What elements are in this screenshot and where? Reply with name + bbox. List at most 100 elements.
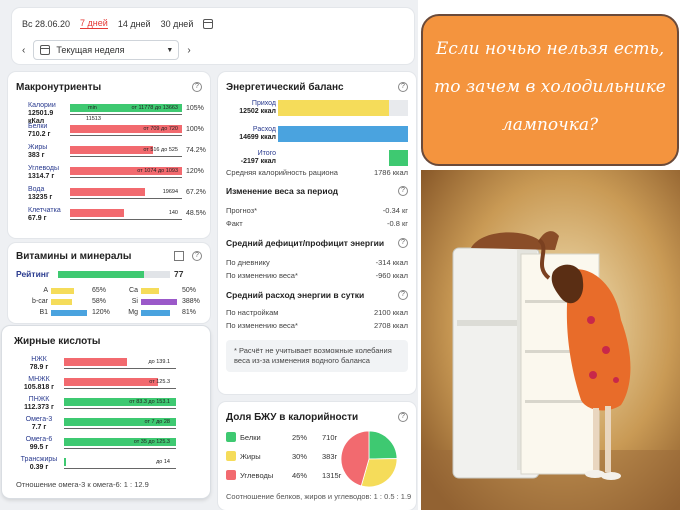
fatty-acid-value: 105.818 г xyxy=(23,384,55,391)
chevron-left-icon[interactable]: ‹ xyxy=(22,44,26,56)
tab-14-days[interactable]: 14 дней xyxy=(117,18,151,29)
help-icon[interactable]: ? xyxy=(398,238,408,248)
fatty-acid-bar: до 139.1 xyxy=(64,358,176,369)
bju-legend-swatch xyxy=(226,432,236,442)
settings-label: По настройкам xyxy=(226,308,279,317)
bju-legend-swatch xyxy=(226,470,236,480)
macro-bar-fill xyxy=(70,209,124,217)
period-select[interactable]: Текущая неделя ▼ xyxy=(33,40,180,60)
vitamins-card: Витамины и минералы ? Рейтинг 77 A 65% Ca 5… xyxy=(8,243,210,323)
help-icon[interactable]: ? xyxy=(398,290,408,300)
vitamin-bar xyxy=(141,287,159,294)
macronutrients-card: Макронутриенты ? Калории 12501.9 кКал min от… xyxy=(8,72,210,238)
fact-value: -0.8 кг xyxy=(386,219,408,228)
period-select-value: Текущая неделя xyxy=(56,45,125,55)
fatty-acid-range-label: до 14 xyxy=(156,459,170,465)
macro-bar: min от 11778 до 13663 11513 xyxy=(70,104,182,122)
macro-bar-line xyxy=(70,156,182,157)
macro-row: Белки 710.2 г от 709 до 720 100% xyxy=(14,123,210,141)
macro-label: Углеводы 1314.7 г xyxy=(28,165,70,181)
settings-value: 2100 ккал xyxy=(373,308,408,317)
help-icon[interactable]: ? xyxy=(398,82,408,92)
vitamin-name: Mg xyxy=(128,309,138,316)
deficit-heading: Средний дефицит/профицит энергии xyxy=(226,238,385,248)
fatty-acid-range-label: от 7 до 28 xyxy=(144,419,171,425)
bju-pie-slice xyxy=(340,430,370,487)
macro-name: Клетчатка xyxy=(28,207,61,214)
rating-value: 77 xyxy=(174,269,184,279)
macro-unit: кКал xyxy=(28,118,45,125)
macro-percent: 48.5% xyxy=(186,210,206,217)
joke-line-2: то зачем в холодильнике xyxy=(434,77,666,97)
macro-bar-fill xyxy=(70,167,182,175)
vitamins-title: Витамины и минералы xyxy=(16,251,132,262)
macro-label: Клетчатка 67.9 г xyxy=(28,207,70,223)
tab-30-days[interactable]: 30 дней xyxy=(160,18,194,29)
macro-label: Калории 12501.9 кКал xyxy=(28,102,70,126)
fatty-acid-value: 99.5 г xyxy=(29,444,49,451)
fatty-acid-row: Трансжиры 0.39 г до 14 xyxy=(4,456,200,474)
diary-label: По дневнику xyxy=(226,258,270,267)
vitamin-name: B1 xyxy=(39,309,48,316)
macro-bar: 19694 xyxy=(70,188,182,199)
fatty-acid-label: Омега-6 99.5 г xyxy=(14,436,64,452)
fatty-acid-bar: от 125.3 xyxy=(64,378,176,389)
bju-ratio: Соотношение белков, жиров и углеводов: 1… xyxy=(226,492,412,501)
rating-label: Рейтинг xyxy=(16,269,50,279)
vitamin-item: Si 388% xyxy=(120,298,200,305)
macro-value: 710.2 г xyxy=(28,131,51,138)
bju-legend-name: Жиры xyxy=(240,451,261,461)
macro-range-label: 140 xyxy=(168,210,178,216)
period-toolbar: Вс 28.06.20 7 дней 14 дней 30 дней ‹ Тек… xyxy=(12,8,414,64)
bju-legend-percent: 46% xyxy=(292,470,308,480)
current-date: Вс 28.06.20 xyxy=(22,18,71,29)
macro-row: Жиры 383 г от 516 до 525 74.2% xyxy=(14,144,210,162)
chevron-down-icon: ▼ xyxy=(166,46,174,54)
vitamin-bar xyxy=(141,298,177,305)
help-icon[interactable]: ? xyxy=(192,251,202,261)
calendar-icon[interactable] xyxy=(203,18,214,29)
macro-bar-line xyxy=(70,177,182,178)
vitamin-percent: 50% xyxy=(182,287,197,294)
vitamin-percent: 388% xyxy=(182,298,200,305)
fact-label: Факт xyxy=(226,219,243,228)
macro-value: 383 г xyxy=(28,152,45,159)
spend-bar xyxy=(278,126,408,142)
energy-balance-card: Энергетический баланс ? Приход 12502 ккал… xyxy=(218,72,416,394)
spend-fill xyxy=(278,126,408,142)
fatty-acid-value: 7.7 г xyxy=(31,424,47,431)
tab-7-days[interactable]: 7 дней xyxy=(80,18,108,29)
bju-legend-name: Белки xyxy=(240,432,261,442)
macro-value: 67.9 г xyxy=(28,215,47,222)
fatty-acid-bar: от 83.3 до 153.1 xyxy=(64,398,176,409)
fatty-acid-range-label: от 125.3 xyxy=(149,379,170,385)
macro-percent: 74.2% xyxy=(186,147,206,154)
help-icon[interactable]: ? xyxy=(398,186,408,196)
help-icon[interactable]: ? xyxy=(192,82,202,92)
help-icon[interactable]: ? xyxy=(398,412,408,422)
fatty-acid-name: НЖК xyxy=(31,356,47,363)
vitamin-item: Ca 50% xyxy=(120,287,196,294)
joke-bubble: Если ночью нельзя есть, то зачем в холод… xyxy=(421,14,679,166)
daily-spend-heading: Средний расход энергии в сутки xyxy=(226,290,365,300)
fatty-acid-row: ПНЖК 112.373 г от 83.3 до 153.1 xyxy=(4,396,200,414)
fatty-acid-bar-fill xyxy=(64,418,176,426)
macro-bar-line xyxy=(70,114,182,115)
bju-pie-slice xyxy=(360,458,398,488)
rating-fill xyxy=(58,271,145,278)
vitamin-name: A xyxy=(43,287,48,294)
fatty-acids-card: Жирные кислоты НЖК 78.9 г до 139.1 МНЖК 105.… xyxy=(2,326,210,498)
bju-pie-slice xyxy=(368,430,398,460)
fatty-acid-bar: до 14 xyxy=(64,458,176,469)
macro-range-label: от 516 до 525 xyxy=(143,147,178,153)
vitamin-item: A 65% xyxy=(22,287,106,294)
macro-range-label: от 709 до 720 xyxy=(143,126,178,132)
bju-legend-grams: 1315г xyxy=(322,470,342,480)
macro-range-label: от 1074 до 1093 xyxy=(137,168,178,174)
macro-name: Углеводы xyxy=(28,165,60,172)
chevron-right-icon[interactable]: › xyxy=(187,44,191,56)
table-icon[interactable] xyxy=(174,251,184,261)
total-bar xyxy=(278,150,408,166)
macro-bar-fill xyxy=(70,146,153,154)
joke-line-1: Если ночью нельзя есть, xyxy=(435,39,665,59)
